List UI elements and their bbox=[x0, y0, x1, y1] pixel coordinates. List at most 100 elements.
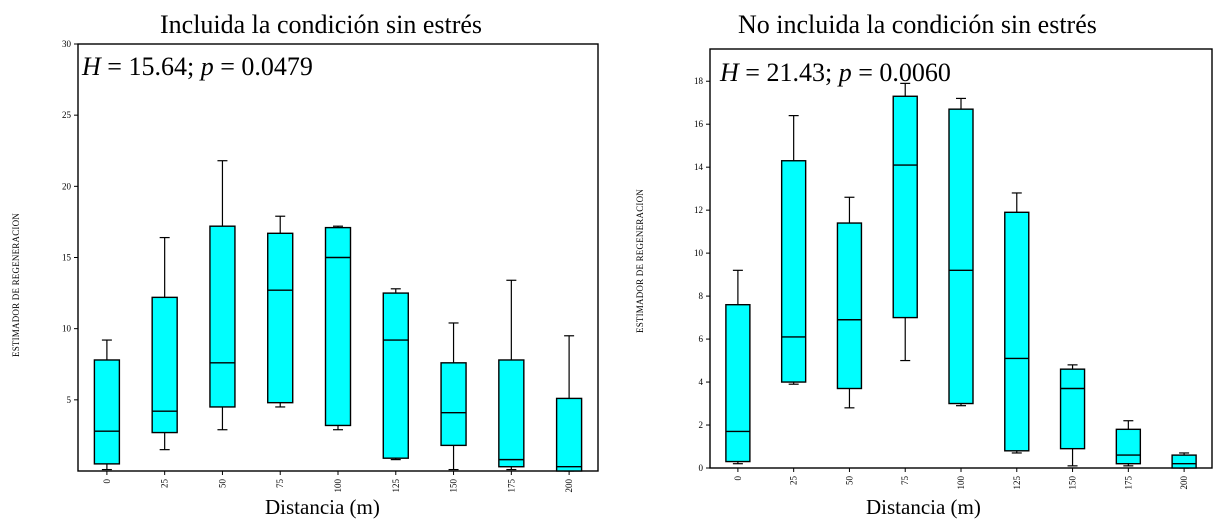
x-tick-label: 25 bbox=[160, 479, 170, 489]
y-tick-label: 18 bbox=[694, 76, 704, 86]
box-200 bbox=[555, 335, 583, 472]
x-tick-label: 175 bbox=[1123, 476, 1133, 490]
y-tick-label: 0 bbox=[699, 463, 704, 473]
statistic-annotation: H = 21.43; p = 0.0060 bbox=[720, 58, 951, 87]
x-tick: 25 bbox=[789, 476, 799, 486]
iqr-box bbox=[1115, 428, 1142, 465]
box-0 bbox=[93, 339, 121, 471]
x-tick: 50 bbox=[844, 476, 854, 486]
iqr-box bbox=[1004, 211, 1030, 452]
y-tick: 4 bbox=[699, 377, 710, 387]
x-tick-label: 50 bbox=[844, 476, 854, 486]
y-tick: 6 bbox=[699, 334, 710, 344]
x-tick: 100 bbox=[956, 476, 966, 490]
box-200 bbox=[1171, 452, 1197, 469]
y-tick-label: 12 bbox=[694, 205, 703, 215]
x-axis-label: Distancia (m) bbox=[265, 495, 380, 519]
y-tick: 25 bbox=[62, 110, 78, 120]
chart-panel-left: Incluida la condición sin estrés ESTIMAD… bbox=[0, 0, 612, 525]
x-tick-label: 25 bbox=[789, 476, 799, 486]
y-tick-label: 30 bbox=[62, 39, 72, 49]
y-tick: 10 bbox=[62, 324, 78, 334]
y-tick: 8 bbox=[699, 291, 710, 301]
x-tick-label: 200 bbox=[1179, 476, 1189, 490]
x-tick: 50 bbox=[217, 479, 227, 489]
y-tick: 10 bbox=[694, 248, 710, 258]
y-tick: 2 bbox=[699, 420, 710, 430]
iqr-box bbox=[892, 95, 918, 319]
p-symbol: p bbox=[200, 52, 214, 81]
h-symbol: H bbox=[82, 52, 101, 81]
x-tick-label: 150 bbox=[449, 479, 459, 493]
statistic-annotation: H = 15.64; p = 0.0479 bbox=[82, 52, 313, 81]
chart-title: No incluida la condición sin estrés bbox=[738, 10, 1097, 39]
x-tick: 150 bbox=[1068, 476, 1078, 490]
x-tick: 100 bbox=[333, 479, 343, 493]
iqr-box bbox=[836, 222, 863, 390]
box-100 bbox=[324, 225, 352, 431]
iqr-box bbox=[780, 160, 807, 383]
iqr-box bbox=[1171, 454, 1197, 469]
y-tick-label: 6 bbox=[699, 334, 704, 344]
box-50 bbox=[836, 196, 863, 409]
box-0 bbox=[725, 269, 751, 465]
y-tick-label: 16 bbox=[694, 119, 704, 129]
box-25 bbox=[151, 236, 178, 451]
box-150 bbox=[440, 322, 467, 471]
y-tick: 0 bbox=[699, 463, 710, 473]
x-tick-label: 0 bbox=[102, 479, 112, 484]
iqr-box bbox=[93, 359, 121, 465]
y-tick: 5 bbox=[67, 395, 78, 405]
y-tick: 18 bbox=[694, 76, 710, 86]
x-tick-label: 50 bbox=[217, 479, 227, 489]
y-tick-label: 10 bbox=[694, 248, 704, 258]
iqr-box bbox=[555, 397, 583, 472]
x-tick: 0 bbox=[102, 479, 112, 484]
y-tick: 14 bbox=[694, 162, 710, 172]
boxplot-chart-right: 0 2 4 6 8 10 12 14 16 18 0 25 50 75 100 125 150 175 200 bbox=[694, 48, 1213, 490]
y-tick: 20 bbox=[62, 181, 78, 191]
iqr-box bbox=[151, 296, 178, 434]
h-value: 15.64 bbox=[128, 52, 187, 81]
x-tick-label: 125 bbox=[391, 479, 401, 493]
iqr-box bbox=[948, 108, 974, 405]
p-value: 0.0060 bbox=[879, 58, 951, 87]
box-150 bbox=[1059, 364, 1086, 467]
box-125 bbox=[382, 288, 409, 461]
box-50 bbox=[209, 160, 236, 431]
y-tick: 30 bbox=[62, 39, 78, 49]
iqr-box bbox=[440, 362, 467, 447]
y-tick-label: 20 bbox=[62, 181, 72, 191]
y-tick-label: 8 bbox=[699, 291, 704, 301]
x-tick: 150 bbox=[449, 479, 459, 493]
boxplot-chart-left: 5 10 15 20 25 30 0 25 50 75 100 125 150 175 200 bbox=[62, 39, 599, 493]
x-tick-label: 75 bbox=[275, 479, 285, 489]
x-axis-label: Distancia (m) bbox=[866, 495, 981, 519]
x-tick: 175 bbox=[1123, 476, 1133, 490]
box-25 bbox=[780, 115, 807, 385]
x-tick-label: 175 bbox=[506, 479, 516, 493]
x-tick: 0 bbox=[733, 476, 743, 481]
chart-title: Incluida la condición sin estrés bbox=[160, 10, 483, 39]
iqr-box bbox=[725, 303, 751, 463]
x-tick-label: 100 bbox=[333, 479, 343, 493]
y-tick-label: 25 bbox=[62, 110, 72, 120]
y-tick-label: 14 bbox=[694, 162, 704, 172]
x-tick: 75 bbox=[900, 476, 910, 486]
p-value: 0.0479 bbox=[241, 52, 313, 81]
h-value: 21.43 bbox=[766, 58, 825, 87]
y-tick: 12 bbox=[694, 205, 710, 215]
iqr-box bbox=[267, 232, 294, 404]
box-75 bbox=[267, 215, 294, 408]
iqr-box bbox=[498, 359, 525, 468]
box-125 bbox=[1004, 192, 1030, 454]
y-tick-label: 4 bbox=[699, 377, 704, 387]
y-tick: 15 bbox=[62, 253, 78, 263]
box-175 bbox=[498, 279, 525, 471]
p-symbol: p bbox=[838, 58, 852, 87]
y-tick-label: 10 bbox=[62, 324, 72, 334]
y-tick-label: 2 bbox=[699, 420, 704, 430]
x-tick-label: 200 bbox=[564, 479, 574, 493]
x-tick: 25 bbox=[160, 479, 170, 489]
iqr-box bbox=[1059, 368, 1086, 450]
